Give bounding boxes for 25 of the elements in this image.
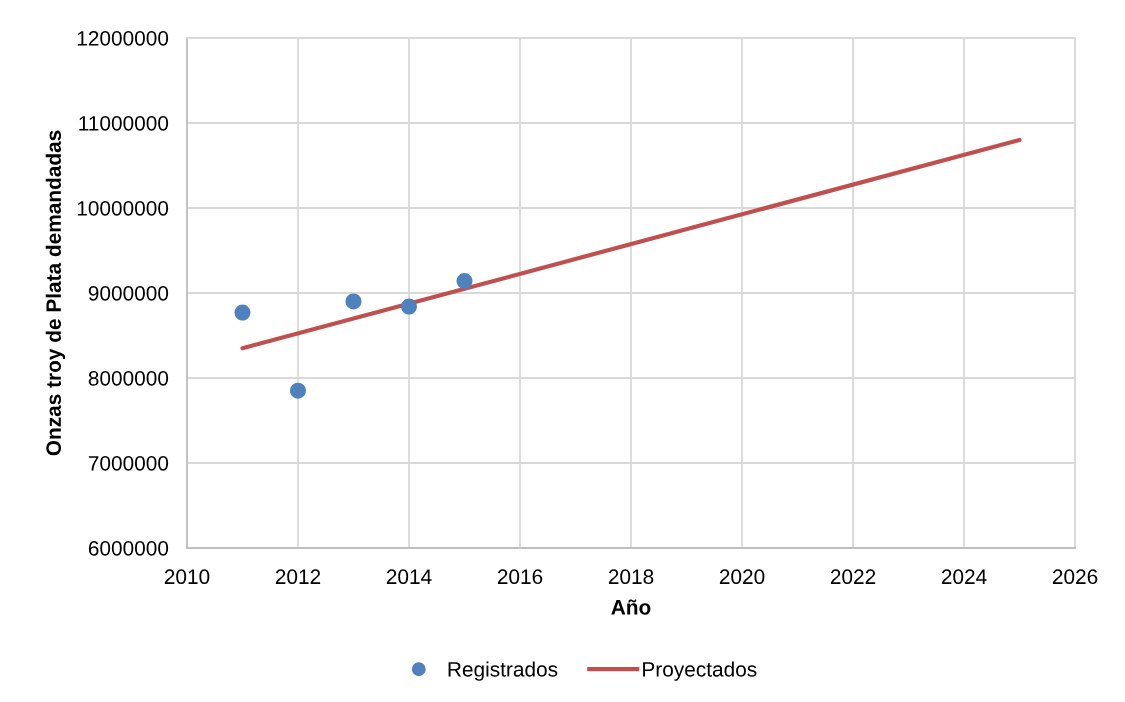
y-tick-label: 10000000 (77, 200, 169, 216)
point (234, 304, 251, 321)
x-tick-label: 2016 (497, 569, 543, 585)
y-tick-label: 7000000 (88, 455, 169, 471)
x-tick-label: 2010 (164, 569, 210, 585)
legend-label: Registrados (448, 661, 558, 681)
y-tick-label: 9000000 (88, 285, 169, 301)
x-tick-label: 2022 (830, 569, 876, 585)
x-tick-label: 2020 (719, 569, 765, 585)
x-tick-label: 2014 (386, 569, 432, 585)
x-tick-label: 2012 (275, 569, 321, 585)
point (345, 293, 362, 310)
y-tick-label: 12000000 (77, 30, 169, 46)
y-tick-label: 8000000 (88, 370, 169, 386)
y-axis-title: Onzas troy de Plata demandadas (45, 130, 66, 456)
y-tick-label: 6000000 (88, 540, 169, 556)
point (290, 382, 306, 399)
x-tick-label: 2026 (1052, 569, 1098, 585)
x-axis-title: Año (611, 599, 651, 615)
x-tick-label: 2024 (941, 569, 987, 585)
y-tick-label: 11000000 (79, 115, 169, 131)
legend-label: Proyectados (643, 661, 757, 681)
point (456, 273, 473, 290)
point (401, 298, 417, 315)
x-tick-label: 2018 (608, 569, 654, 585)
